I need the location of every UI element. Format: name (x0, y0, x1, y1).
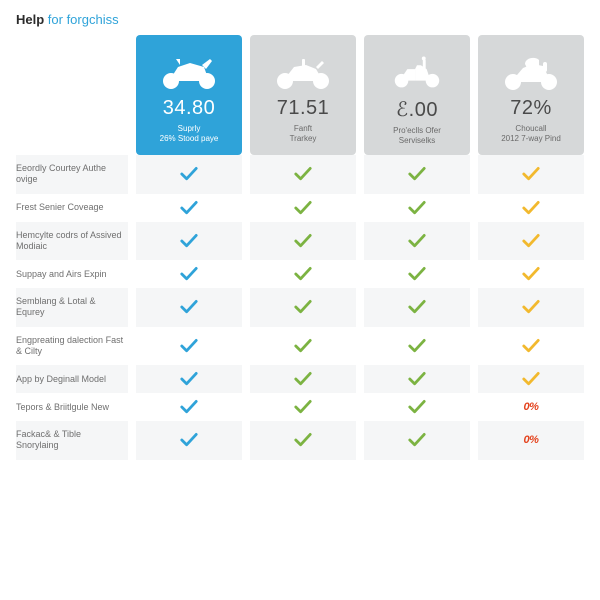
zero-percent-badge: 0% (524, 401, 539, 413)
feature-cell (364, 222, 470, 261)
feature-label: App by Deginall Model (16, 365, 128, 393)
motorcycle-icon (484, 49, 578, 93)
feature-cell (364, 393, 470, 421)
feature-cell (136, 327, 242, 366)
feature-cell (250, 393, 356, 421)
feature-cell (364, 327, 470, 366)
feature-label: Semblang & Lotal & Equrey (16, 288, 128, 327)
column-stat: 72% (484, 97, 578, 120)
feature-cell (364, 155, 470, 194)
feature-cell (478, 194, 584, 222)
feature-cell (136, 194, 242, 222)
feature-cell (250, 288, 356, 327)
feature-label: Hemcylte codrs of Assived Modiaic (16, 222, 128, 261)
column-header-c1: 34.80 Suprly26% Stood paye (136, 35, 242, 155)
feature-cell (478, 260, 584, 288)
feature-cell (364, 288, 470, 327)
column-stat: 71.51 (256, 97, 350, 120)
feature-cell (250, 327, 356, 366)
feature-cell (250, 194, 356, 222)
feature-cell: 0% (478, 393, 584, 421)
feature-cell (136, 222, 242, 261)
feature-cell (136, 288, 242, 327)
motorcycle-icon (142, 49, 236, 93)
title-bold: Help (16, 12, 44, 27)
feature-cell (250, 421, 356, 460)
page-title: Help for forgchiss (16, 12, 584, 27)
feature-cell (478, 222, 584, 261)
column-header-c3: ℰ.00 Pro'eclls OferServiselks (364, 35, 470, 155)
feature-cell (478, 288, 584, 327)
column-subtitle: Suprly26% Stood paye (142, 124, 236, 143)
feature-cell (478, 365, 584, 393)
feature-label: Eeordly Courtey Authe ovige (16, 155, 128, 194)
feature-cell (364, 260, 470, 288)
feature-cell (250, 365, 356, 393)
feature-label: Engpreating dalection Fast & Cilty (16, 327, 128, 366)
column-header-c4: 72% Choucall2012 7-way Pind (478, 35, 584, 155)
column-stat: 34.80 (142, 97, 236, 120)
feature-cell (478, 327, 584, 366)
feature-cell (478, 155, 584, 194)
column-stat: ℰ.00 (370, 97, 464, 122)
comparison-grid: 34.80 Suprly26% Stood paye 71.51 FanftTr… (16, 35, 584, 460)
feature-cell: 0% (478, 421, 584, 460)
feature-label: Tepors & Briitlgule New (16, 393, 128, 421)
feature-cell (250, 222, 356, 261)
title-light: for forgchiss (44, 12, 118, 27)
feature-label: Suppay and Airs Expin (16, 260, 128, 288)
column-subtitle: Choucall2012 7-way Pind (484, 124, 578, 143)
feature-cell (136, 155, 242, 194)
feature-label: Frest Senier Coveage (16, 194, 128, 222)
feature-cell (250, 260, 356, 288)
feature-label: Fackac& & Tible Snorylaing (16, 421, 128, 460)
feature-cell (136, 421, 242, 460)
column-subtitle: Pro'eclls OferServiselks (370, 126, 464, 145)
feature-cell (364, 194, 470, 222)
feature-cell (364, 421, 470, 460)
feature-cell (136, 260, 242, 288)
motorcycle-icon (256, 49, 350, 93)
feature-cell (136, 365, 242, 393)
motorcycle-icon (370, 49, 464, 93)
column-header-c2: 71.51 FanftTrarkey (250, 35, 356, 155)
feature-cell (136, 393, 242, 421)
column-subtitle: FanftTrarkey (256, 124, 350, 143)
feature-cell (364, 365, 470, 393)
feature-cell (250, 155, 356, 194)
zero-percent-badge: 0% (524, 434, 539, 446)
